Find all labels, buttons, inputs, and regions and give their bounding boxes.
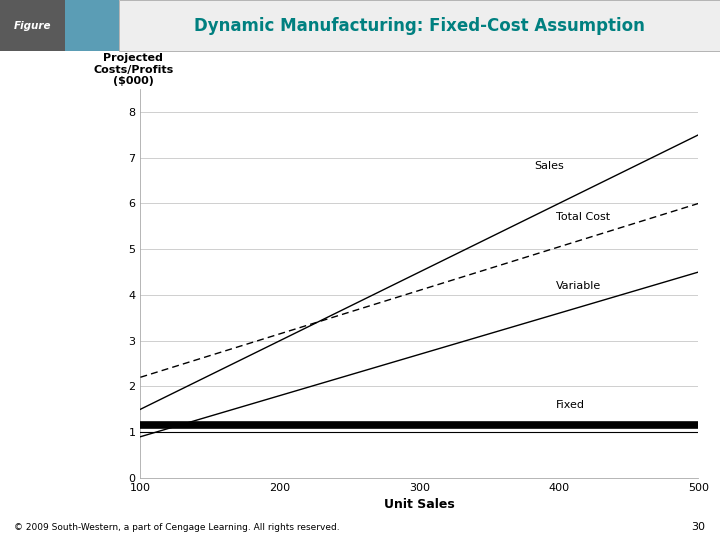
Text: Variable: Variable (556, 281, 601, 291)
Text: Figure: Figure (14, 21, 51, 31)
Text: Fixed: Fixed (556, 400, 585, 410)
X-axis label: Unit Sales: Unit Sales (384, 498, 455, 511)
Text: Sales: Sales (534, 161, 564, 171)
Text: 30: 30 (692, 522, 706, 532)
Text: Projected
Costs/Profits
($000): Projected Costs/Profits ($000) (93, 53, 174, 86)
Text: Total Cost: Total Cost (556, 212, 611, 222)
Text: Dynamic Manufacturing: Fixed-Cost Assumption: Dynamic Manufacturing: Fixed-Cost Assump… (194, 17, 645, 35)
Text: © 2009 South-Western, a part of Cengage Learning. All rights reserved.: © 2009 South-Western, a part of Cengage … (14, 523, 340, 532)
